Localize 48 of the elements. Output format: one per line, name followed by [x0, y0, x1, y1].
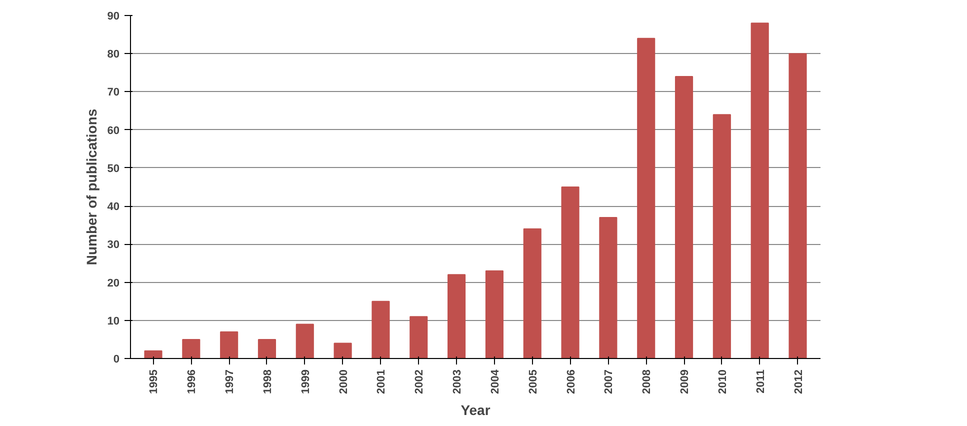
- y-tick-label: 10: [107, 315, 120, 328]
- x-tick-label: 2008: [641, 369, 654, 394]
- x-tick-label: 2009: [679, 369, 692, 394]
- x-tick-label: 1999: [300, 369, 312, 394]
- bar: [485, 270, 504, 358]
- y-axis-title: Number of publications: [83, 108, 100, 266]
- y-tick-label: 40: [107, 201, 120, 214]
- bar: [750, 22, 769, 358]
- y-tick-label: 90: [107, 10, 120, 22]
- y-tick-label: 30: [107, 239, 120, 252]
- x-tick-label: 2004: [489, 368, 502, 394]
- bar: [523, 228, 542, 358]
- x-tick-label: 2006: [565, 369, 578, 394]
- x-tick-label: 2002: [414, 369, 426, 394]
- y-tick-label: 0: [113, 354, 120, 366]
- y-tick-label: 60: [107, 124, 120, 137]
- bar: [334, 342, 352, 358]
- x-tick-label: 1995: [148, 369, 160, 394]
- bar: [674, 76, 694, 358]
- y-tick-label: 70: [107, 86, 120, 99]
- bar: [712, 114, 731, 358]
- x-tick-label: 2012: [792, 369, 805, 394]
- x-tick-label: 1998: [262, 369, 274, 394]
- y-tick-label: 50: [107, 162, 120, 175]
- bar: [220, 331, 238, 358]
- bar: [296, 324, 314, 358]
- x-tick-label: 2003: [452, 369, 464, 394]
- bar: [599, 216, 618, 358]
- bar: [372, 300, 390, 358]
- y-tick-label: 20: [107, 277, 120, 290]
- bar: [182, 338, 200, 358]
- x-axis-title: Year: [460, 402, 491, 418]
- bar: [144, 350, 162, 358]
- y-tick-label: 80: [107, 48, 120, 61]
- x-tick-label: 1996: [186, 369, 198, 394]
- bar: [410, 316, 428, 358]
- x-tick-label: 2005: [527, 369, 540, 394]
- bar: [637, 38, 656, 358]
- bar: [561, 186, 580, 358]
- x-tick-label: 2010: [716, 369, 729, 394]
- x-tick-label: 2001: [376, 369, 388, 394]
- x-tick-label: 2011: [754, 369, 767, 394]
- bar: [448, 274, 466, 358]
- x-tick-label: 2007: [603, 369, 616, 394]
- bar: [788, 53, 807, 358]
- x-tick-label: 2000: [338, 369, 350, 394]
- bar: [258, 338, 276, 358]
- x-tick-label: 1997: [224, 369, 236, 394]
